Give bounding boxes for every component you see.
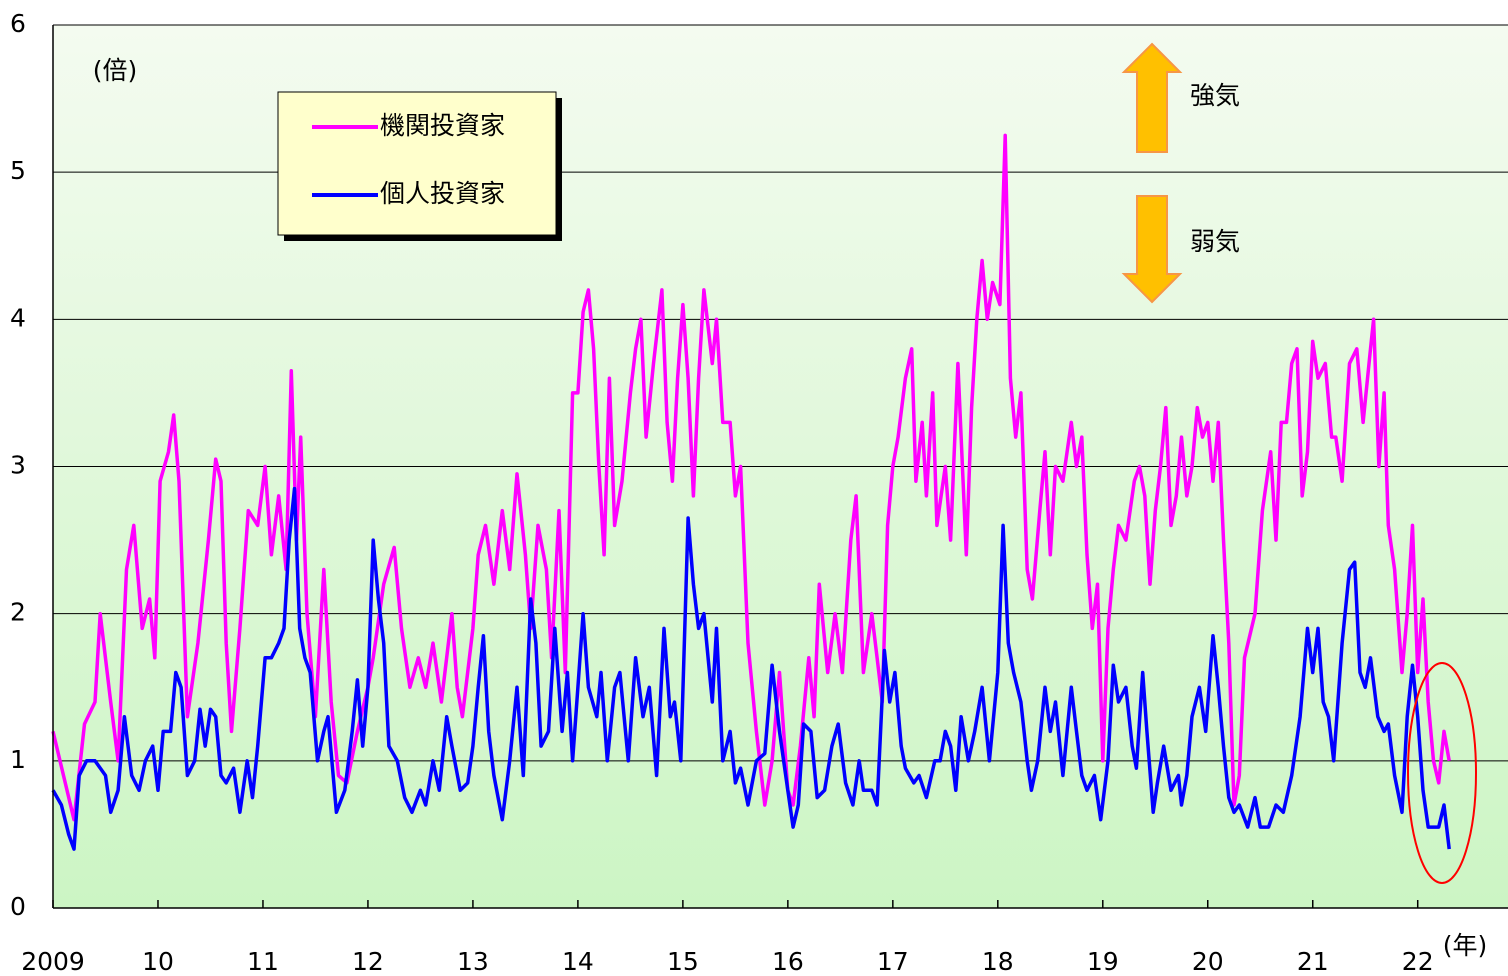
x-tick-label: 20: [1192, 947, 1224, 976]
x-tick-label: 2009: [21, 947, 85, 976]
x-tick-label: 22: [1402, 947, 1434, 976]
y-tick-label: 1: [10, 745, 26, 774]
x-unit-label: (年): [1443, 931, 1488, 960]
y-tick-label: 3: [10, 451, 26, 480]
series-line: [51, 133, 1451, 822]
y-tick-label: 2: [10, 598, 26, 627]
x-tick-label: 10: [142, 947, 174, 976]
y-tick-label: 5: [10, 156, 26, 185]
unit-label: (倍): [93, 56, 138, 85]
x-tick-label: 16: [772, 947, 804, 976]
x-tick-label: 12: [352, 947, 384, 976]
x-tick-label: 15: [667, 947, 699, 976]
series-line: [51, 486, 1451, 851]
y-tick-label: 4: [10, 303, 26, 332]
x-tick-label: 14: [562, 947, 594, 976]
down-arrow: [1121, 195, 1183, 304]
y-tick-label: 0: [10, 892, 26, 921]
annotation: 弱気: [1190, 227, 1240, 256]
annotation: 強気: [1190, 81, 1240, 110]
highlight-ellipse: [1407, 662, 1477, 884]
y-tick-label: 6: [10, 9, 26, 38]
legend-label: 個人投資家: [380, 179, 505, 208]
x-tick-label: 13: [457, 947, 489, 976]
x-tick-label: 17: [877, 947, 909, 976]
legend-box: [277, 91, 557, 236]
up-arrow: [1121, 42, 1183, 153]
legend: 機関投資家 個人投資家: [277, 91, 562, 241]
legend-label: 機関投資家: [380, 111, 505, 140]
x-tick-label: 18: [982, 947, 1014, 976]
x-tick-label: 19: [1087, 947, 1119, 976]
x-tick-label: 21: [1297, 947, 1329, 976]
x-tick-label: 11: [247, 947, 279, 976]
